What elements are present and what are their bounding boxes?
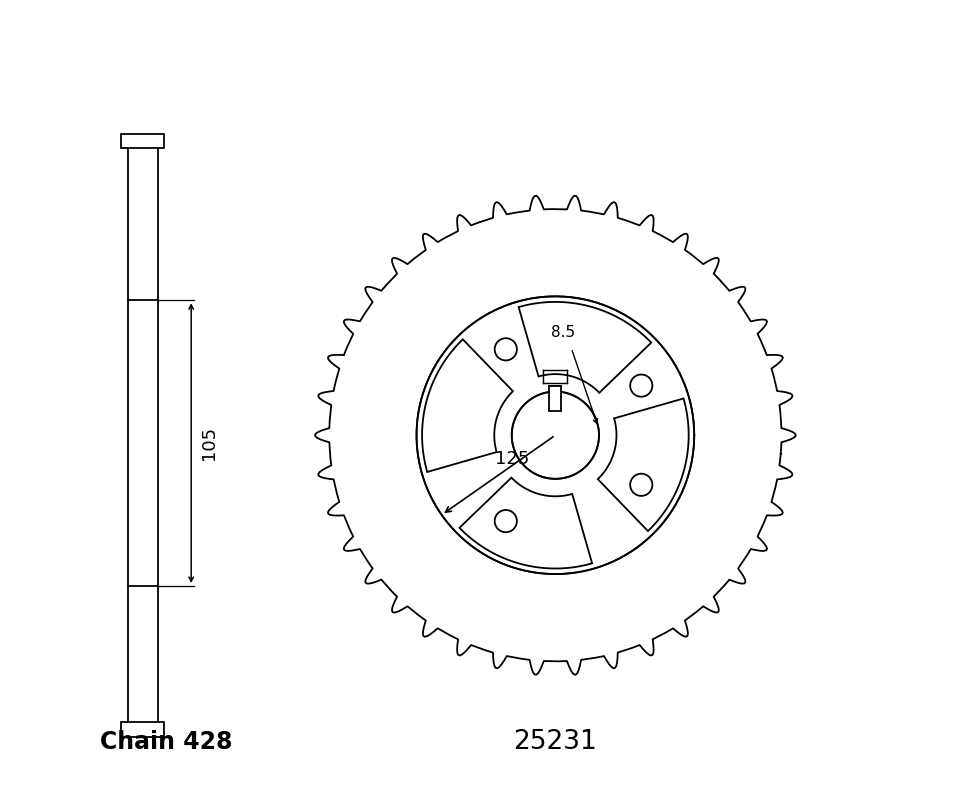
Polygon shape bbox=[422, 340, 513, 472]
Bar bbox=[121, 133, 164, 148]
Text: 25231: 25231 bbox=[514, 729, 597, 755]
Text: 125: 125 bbox=[495, 450, 530, 468]
Bar bbox=[128, 300, 157, 586]
Circle shape bbox=[630, 474, 653, 496]
Bar bbox=[549, 386, 562, 411]
Circle shape bbox=[494, 510, 516, 532]
Polygon shape bbox=[598, 399, 688, 531]
Text: Chain 428: Chain 428 bbox=[101, 730, 233, 754]
Polygon shape bbox=[460, 478, 592, 569]
Bar bbox=[128, 148, 157, 300]
Circle shape bbox=[494, 338, 516, 360]
Polygon shape bbox=[518, 302, 651, 393]
Bar bbox=[128, 586, 157, 722]
Bar bbox=[121, 722, 164, 737]
Text: 8.5: 8.5 bbox=[551, 325, 575, 340]
Text: 105: 105 bbox=[200, 426, 218, 460]
Circle shape bbox=[630, 375, 653, 397]
